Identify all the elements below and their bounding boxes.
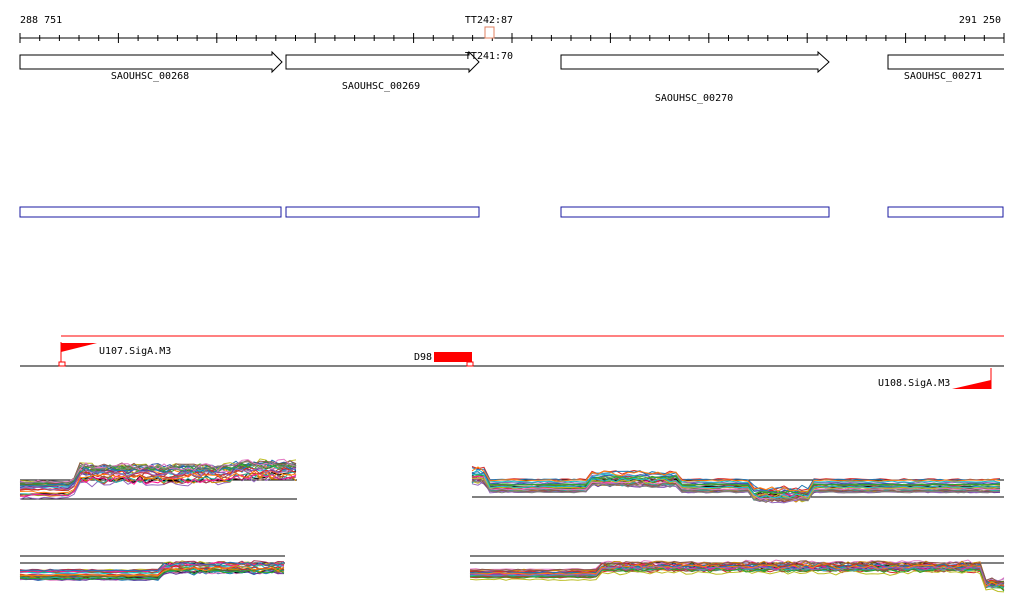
expression-profile-panel-4 [469,555,1005,593]
expression-line [469,560,1005,584]
gene-saouhsc-00268[interactable]: SAOUHSC_00268 [19,50,283,82]
promoter-u107[interactable]: U107.SigA.M3 [58,342,171,367]
promoter-track: U107.SigA.M3 D98 U108.SigA.M3 [20,335,1004,389]
cds-box-saouhsc-00271[interactable] [887,206,1004,218]
expression-line [19,473,297,500]
gene-track: SAOUHSC_00268 SAOUHSC_00269 TT241:70 SAO… [19,50,1004,104]
expression-profile-panel-3 [19,555,285,582]
expression-line [471,478,1000,503]
promoter-flag [952,380,991,389]
terminator-tt242[interactable]: TT242:87 [465,15,513,39]
deletion-block [434,352,472,362]
expression-line [19,567,285,578]
expression-line [19,464,297,489]
promoter-label: U108.SigA.M3 [878,378,950,389]
gene-arrow [285,50,480,74]
expression-line [471,466,1001,493]
expression-line [19,473,297,497]
expression-line [471,477,1001,503]
expression-line [469,569,1005,593]
expression-line [471,471,1001,495]
expression-line [19,568,285,581]
promoter-marker [58,361,66,367]
expression-line [19,560,285,572]
expression-line [471,471,1000,495]
expression-line [471,476,1000,500]
expression-line [471,473,1000,495]
terminator-label: TT242:87 [465,15,513,26]
expression-line [19,461,297,485]
terminator-label: TT241:70 [465,51,513,62]
promoter-label: U107.SigA.M3 [99,346,171,357]
gene-label: SAOUHSC_00269 [342,81,420,92]
expression-line [19,561,285,572]
ruler-end-label: 291 250 [959,15,1001,26]
cds-box-saouhsc-00269[interactable] [285,206,480,218]
terminator-tt241[interactable]: TT241:70 [465,51,513,62]
gene-arrow [19,50,283,74]
expression-profile-panel-1 [19,458,297,500]
expression-line [469,564,1005,588]
cds-track [19,206,1004,218]
gene-saouhsc-00270[interactable]: SAOUHSC_00270 [560,50,830,104]
ruler-start-label: 288 751 [20,15,62,26]
gene-saouhsc-00271[interactable]: SAOUHSC_00271 [887,54,1004,82]
expression-line [469,567,1005,592]
gene-arrow-partial [887,54,1004,70]
gene-saouhsc-00269[interactable]: SAOUHSC_00269 [285,50,480,92]
expression-line [470,563,1005,587]
expression-line [19,467,297,491]
deletion-marker [466,361,474,367]
gene-label: SAOUHSC_00268 [111,71,189,82]
expression-line [19,458,297,484]
expression-profile-panel-2 [471,466,1004,504]
gene-arrow [560,50,830,74]
promoter-flag [61,343,97,352]
terminator-marker [484,26,495,39]
cds-box-saouhsc-00268[interactable] [19,206,282,218]
expression-line [471,473,1001,499]
deletion-d98[interactable]: D98 [414,352,474,367]
gene-label: SAOUHSC_00270 [655,93,733,104]
deletion-label: D98 [414,352,432,363]
coordinate-ruler: 288 751 291 250 [19,15,1005,43]
ruler-ticks [19,33,1005,43]
expression-line [19,565,285,577]
gene-label: SAOUHSC_00271 [904,71,982,82]
cds-box-saouhsc-00270[interactable] [560,206,830,218]
promoter-u108[interactable]: U108.SigA.M3 [878,368,992,389]
